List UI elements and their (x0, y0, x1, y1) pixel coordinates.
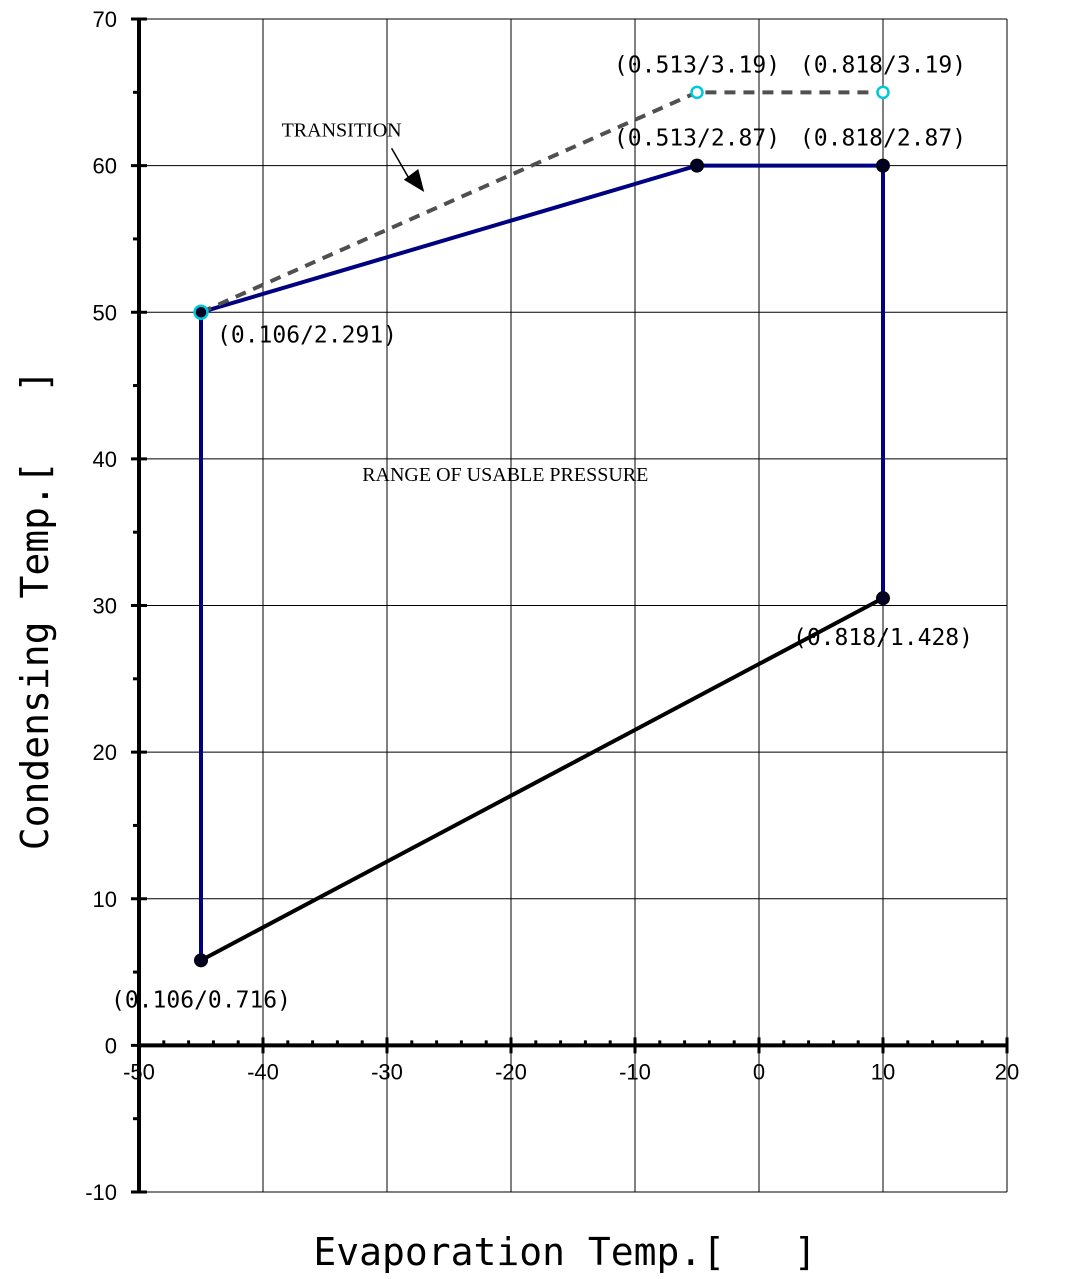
annotation-label: TRANSITION (282, 119, 402, 141)
y-tick-label: 60 (93, 154, 117, 179)
x-tick-label: -20 (495, 1059, 527, 1084)
x-tick-label: -40 (247, 1059, 279, 1084)
data-label: (0.513/3.19) (614, 52, 780, 78)
data-point (876, 591, 890, 606)
data-label: (0.818/1.428) (793, 625, 973, 651)
y-tick-label: 0 (105, 1033, 117, 1058)
data-label: (0.106/2.291) (217, 322, 397, 348)
grid (139, 18, 1008, 1193)
data-point (876, 158, 890, 173)
series-line-1 (199, 163, 885, 961)
y-tick-label: 20 (93, 740, 117, 765)
labels: -10 0 10 20 30 40 50 60 70 -50 -40 -30 -20 -10 0 10 20 (0… (85, 7, 1019, 1205)
data-point (193, 304, 209, 320)
y-tick-label: -10 (85, 1180, 117, 1205)
x-tick-label: -50 (123, 1059, 155, 1084)
data-label: (0.106/0.716) (111, 987, 291, 1013)
data-point (690, 85, 704, 100)
annotation-label: RANGE OF USABLE PRESSURE (362, 464, 648, 486)
data-markers (193, 85, 890, 968)
series-lines (199, 90, 885, 963)
x-tick-label: 0 (753, 1059, 765, 1084)
x-tick-label: -10 (619, 1059, 651, 1084)
y-tick-label: 30 (93, 594, 117, 619)
data-point (690, 158, 704, 173)
y-tick-label: 70 (93, 7, 117, 32)
y-tick-label: 40 (93, 447, 117, 472)
data-point (876, 85, 890, 100)
data-label: (0.513/2.87) (614, 126, 780, 152)
x-axis-title: Evaporation Temp.[ ] (313, 1230, 816, 1274)
x-tick-label: -30 (371, 1059, 403, 1084)
annotation-arrow-head (403, 169, 425, 193)
y-tick-label: 50 (93, 300, 117, 325)
y-tick-label: 10 (93, 887, 117, 912)
x-tick-label: 20 (995, 1059, 1019, 1084)
series-line-2 (200, 596, 884, 963)
data-label: (0.818/2.87) (800, 126, 966, 152)
tick-marks (131, 17, 1009, 1194)
x-tick-label: 10 (871, 1059, 895, 1084)
data-label: (0.818/3.19) (800, 52, 966, 78)
data-point (194, 953, 208, 968)
y-axis-title: Condensing Temp.[ ] (13, 370, 57, 850)
